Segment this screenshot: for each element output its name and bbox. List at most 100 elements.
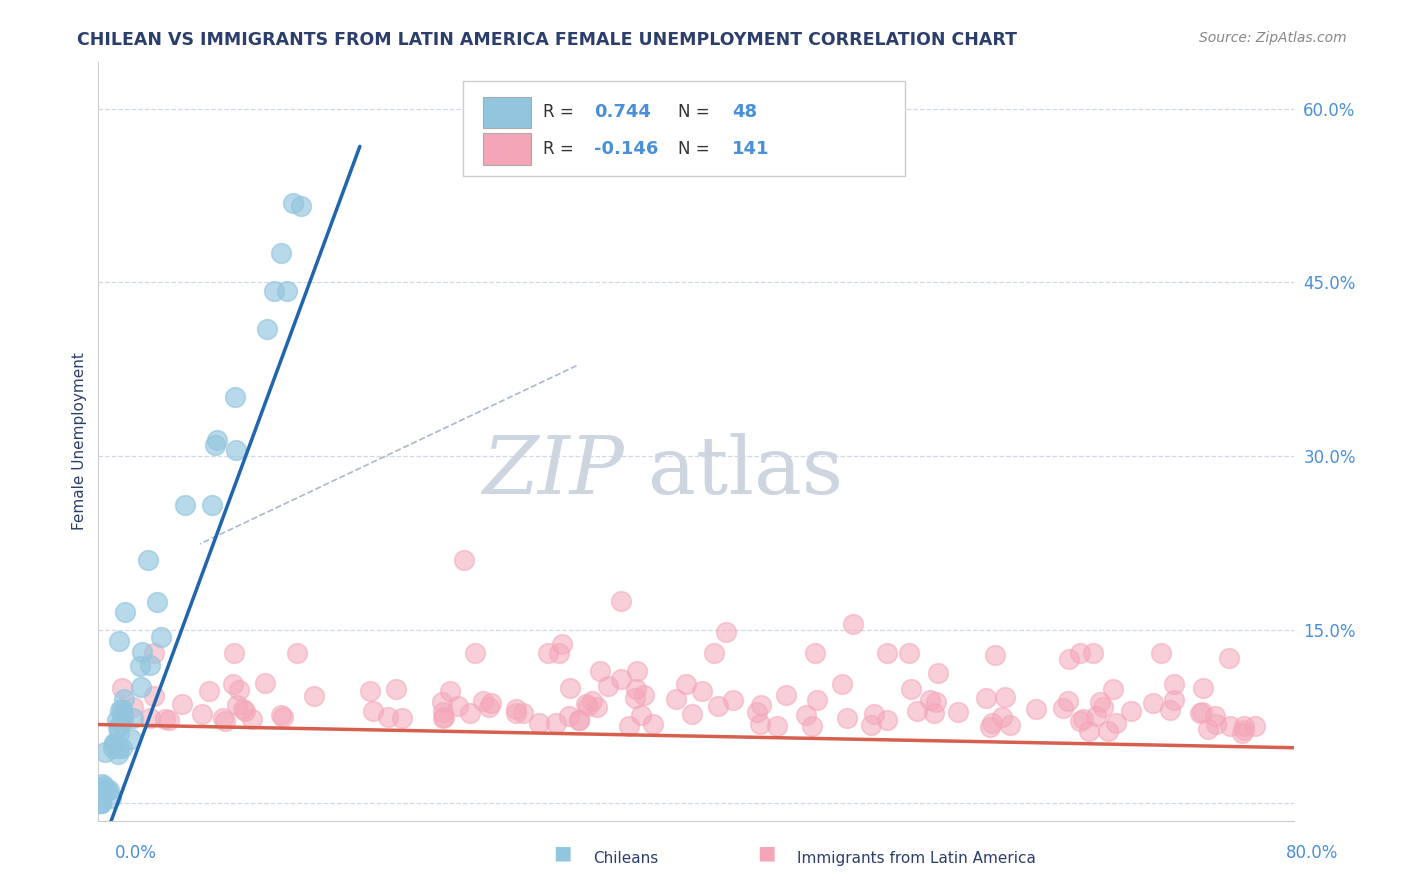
Point	[1218, 651, 1240, 665]
Point	[225, 443, 247, 458]
Point	[675, 676, 697, 690]
Point	[586, 699, 609, 714]
Point	[430, 695, 453, 709]
Text: 0.0%: 0.0%	[115, 844, 157, 862]
Point	[112, 692, 135, 706]
Point	[111, 713, 134, 727]
Point	[197, 683, 219, 698]
Point	[98, 782, 121, 797]
Point	[1071, 712, 1094, 726]
Text: R =: R =	[543, 140, 579, 158]
Point	[589, 664, 612, 678]
Point	[1244, 719, 1267, 733]
Point	[548, 646, 571, 660]
Point	[111, 741, 134, 756]
Point	[568, 713, 591, 727]
Point	[529, 715, 551, 730]
Point	[111, 702, 134, 716]
Text: 48: 48	[733, 103, 756, 121]
Point	[905, 704, 928, 718]
Point	[994, 690, 1017, 705]
Point	[1069, 714, 1091, 728]
Point	[1204, 708, 1226, 723]
Point	[447, 699, 470, 714]
Point	[876, 646, 898, 660]
Point	[927, 665, 949, 680]
Point	[214, 714, 236, 728]
Point	[464, 646, 486, 660]
Point	[1069, 646, 1091, 660]
Point	[1230, 725, 1253, 739]
Point	[624, 690, 647, 705]
Point	[1150, 646, 1173, 660]
Point	[93, 779, 115, 793]
Point	[946, 706, 969, 720]
Point	[111, 708, 134, 723]
Point	[1059, 651, 1081, 665]
Point	[111, 681, 134, 696]
Point	[153, 712, 176, 726]
Point	[432, 705, 454, 719]
Point	[271, 710, 294, 724]
Point	[90, 797, 112, 811]
Point	[1088, 695, 1111, 709]
Text: Immigrants from Latin America: Immigrants from Latin America	[797, 851, 1036, 865]
Point	[505, 706, 527, 721]
Point	[1191, 705, 1213, 719]
Point	[633, 688, 655, 702]
Point	[775, 689, 797, 703]
Point	[1078, 724, 1101, 739]
Text: R =: R =	[543, 103, 579, 121]
Point	[361, 704, 384, 718]
Point	[721, 693, 744, 707]
Point	[1197, 722, 1219, 736]
Point	[108, 634, 131, 648]
Point	[453, 553, 475, 567]
Point	[384, 682, 406, 697]
Point	[1142, 697, 1164, 711]
Point	[191, 706, 214, 721]
Text: N =: N =	[678, 103, 714, 121]
Point	[120, 731, 142, 746]
Point	[575, 697, 598, 711]
Point	[842, 616, 865, 631]
Point	[90, 797, 112, 811]
Point	[107, 747, 129, 761]
Point	[1233, 719, 1256, 733]
Point	[143, 689, 166, 703]
Point	[512, 706, 534, 720]
Point	[749, 717, 772, 731]
Text: 0.744: 0.744	[595, 103, 651, 121]
Point	[270, 708, 292, 723]
Point	[609, 672, 631, 686]
Point	[100, 790, 122, 805]
Point	[806, 693, 828, 707]
Point	[103, 737, 125, 751]
Point	[226, 698, 249, 712]
Point	[131, 645, 153, 659]
Point	[690, 683, 713, 698]
Point	[981, 715, 1004, 730]
Point	[90, 797, 112, 811]
Point	[460, 706, 482, 720]
Point	[207, 433, 229, 447]
Point	[863, 706, 886, 721]
Point	[107, 720, 129, 734]
Text: N =: N =	[678, 140, 714, 158]
Text: Source: ZipAtlas.com: Source: ZipAtlas.com	[1199, 31, 1347, 45]
Point	[439, 683, 461, 698]
Text: Chileans: Chileans	[593, 851, 658, 865]
Point	[157, 713, 180, 727]
Point	[801, 719, 824, 733]
Point	[897, 646, 920, 660]
Point	[128, 658, 150, 673]
Point	[1081, 646, 1104, 660]
Text: ■: ■	[756, 843, 776, 862]
Point	[302, 689, 325, 703]
Text: ■: ■	[553, 843, 572, 862]
Point	[149, 630, 172, 644]
Point	[108, 703, 131, 717]
Point	[91, 777, 114, 791]
Point	[146, 595, 169, 609]
Point	[714, 624, 737, 639]
